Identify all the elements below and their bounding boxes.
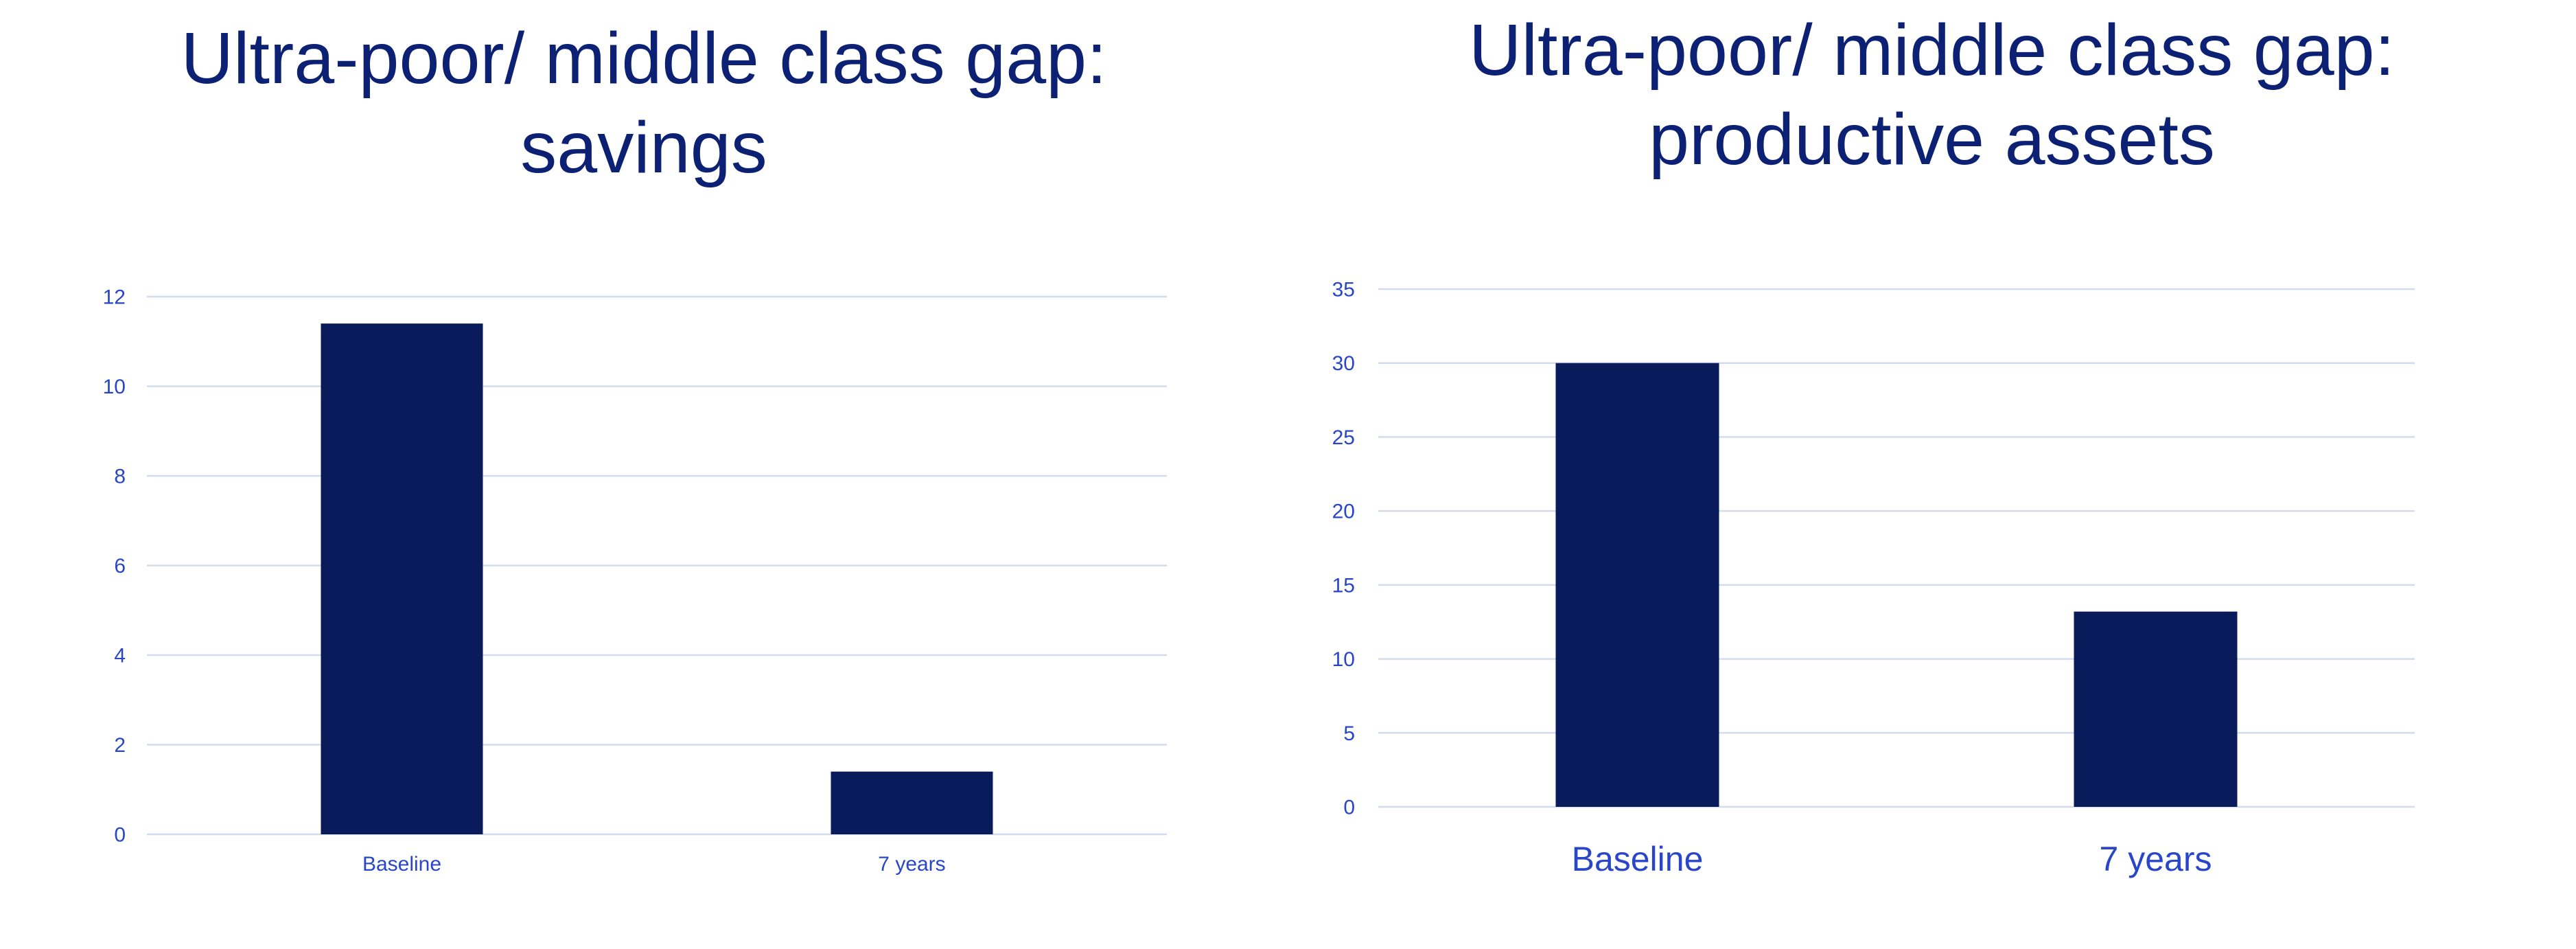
savings-bar-baseline xyxy=(321,323,483,834)
savings-bar-chart: 0 2 4 6 8 10 12 Baseline 7 years xyxy=(103,286,1167,876)
savings-chart-title-line-1: Ultra-poor/ middle class gap: xyxy=(181,18,1107,99)
savings-chart-title: Ultra-poor/ middle class gap: savings xyxy=(0,14,1288,193)
productive-assets-chart-title-line-1: Ultra-poor/ middle class gap: xyxy=(1468,10,2395,91)
assets-y-tick-label: 35 xyxy=(1332,279,1355,301)
assets-y-tick-label: 20 xyxy=(1332,501,1355,523)
productive-assets-bar-chart: 0 5 10 15 20 25 30 35 Baseline 7 years xyxy=(1332,279,2415,878)
assets-y-tick-label: 0 xyxy=(1343,797,1355,819)
savings-y-tick-label: 4 xyxy=(114,645,126,667)
assets-y-tick-label: 10 xyxy=(1332,648,1355,671)
savings-bar-7-years xyxy=(831,771,993,834)
assets-x-tick-label: Baseline xyxy=(1572,840,1704,878)
savings-y-tick-label: 10 xyxy=(103,376,126,398)
productive-assets-chart-title: Ultra-poor/ middle class gap: productive… xyxy=(1288,5,2576,185)
savings-x-tick-label: Baseline xyxy=(362,853,441,876)
savings-y-tick-label: 12 xyxy=(103,286,126,309)
assets-x-tick-label: 7 years xyxy=(2100,840,2212,878)
savings-x-tick-label: 7 years xyxy=(878,853,945,876)
savings-chart-panel: Ultra-poor/ middle class gap: savings 0 2… xyxy=(0,14,1288,876)
assets-y-tick-label: 15 xyxy=(1332,574,1355,597)
productive-assets-chart-title-line-2: productive assets xyxy=(1649,99,2215,181)
assets-y-tick-label: 25 xyxy=(1332,426,1355,449)
assets-bar-baseline xyxy=(1555,363,1719,807)
assets-y-tick-label: 5 xyxy=(1343,722,1355,745)
assets-bar-7-years xyxy=(2074,611,2238,807)
savings-y-tick-label: 8 xyxy=(114,466,126,488)
savings-y-tick-label: 0 xyxy=(114,824,126,847)
savings-y-tick-label: 6 xyxy=(114,555,126,578)
productive-assets-chart-panel: Ultra-poor/ middle class gap: productive… xyxy=(1288,0,2576,949)
assets-y-tick-label: 30 xyxy=(1332,352,1355,375)
savings-chart-title-line-2: savings xyxy=(520,107,767,189)
savings-y-tick-label: 2 xyxy=(114,734,126,757)
